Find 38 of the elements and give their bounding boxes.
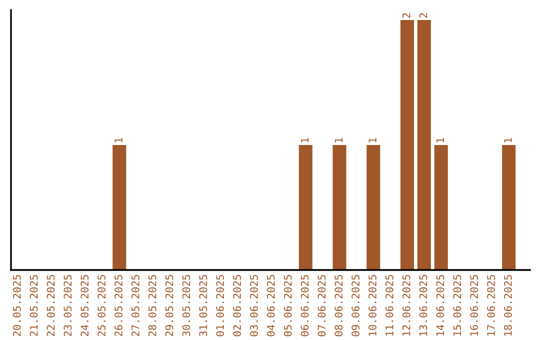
x-tick-label: 22.05.2025 <box>46 275 55 336</box>
data-label: 2 <box>419 13 428 18</box>
x-tick-label: 11.06.2025 <box>385 275 394 336</box>
data-label: 1 <box>334 138 342 142</box>
x-tick-label: 02.06.2025 <box>233 275 241 336</box>
x-tick-label: 04.06.2025 <box>266 275 275 336</box>
x-tick-label: 25.05.2025 <box>98 275 106 336</box>
x-tick-label: 14.06.2025 <box>436 275 444 336</box>
x-tick-label: 23.05.2025 <box>64 275 72 336</box>
data-label: 1 <box>368 138 376 142</box>
x-tick-label: 01.06.2025 <box>216 275 224 336</box>
x-tick-label: 18.06.2025 <box>504 275 512 336</box>
x-tick-label: 16.06.2025 <box>470 275 478 336</box>
x-tick-label: 31.05.2025 <box>199 275 208 336</box>
data-label: 1 <box>300 138 309 142</box>
x-tick-label: 03.06.2025 <box>250 275 258 336</box>
x-tick-label: 27.05.2025 <box>131 275 140 336</box>
data-label: 1 <box>504 138 512 142</box>
x-tick-label: 12.06.2025 <box>402 275 410 336</box>
x-tick-label: 13.06.2025 <box>419 275 428 336</box>
x-tick-label: 10.06.2025 <box>368 275 376 336</box>
x-tick-label: 17.06.2025 <box>487 275 495 336</box>
x-tick-label: 15.06.2025 <box>453 275 462 336</box>
x-tick-label: 26.05.2025 <box>114 275 122 336</box>
x-tick-label: 20.05.2025 <box>12 275 21 336</box>
x-tick-label: 08.06.2025 <box>334 275 343 336</box>
data-label: 1 <box>114 138 122 142</box>
x-tick-label: 09.06.2025 <box>352 275 360 336</box>
data-label: 1 <box>436 138 444 142</box>
x-tick-label: 06.06.2025 <box>300 275 309 336</box>
data-label: 2 <box>402 13 410 18</box>
x-tick-label: 05.06.2025 <box>284 275 292 336</box>
x-tick-label: 28.05.2025 <box>148 275 156 336</box>
x-tick-label: 07.06.2025 <box>318 275 326 336</box>
x-tick-label: 21.05.2025 <box>30 275 38 336</box>
x-tick-label: 30.05.2025 <box>182 275 190 336</box>
x-tick-label: 24.05.2025 <box>80 275 89 336</box>
x-tick-label: 29.05.2025 <box>165 275 174 336</box>
